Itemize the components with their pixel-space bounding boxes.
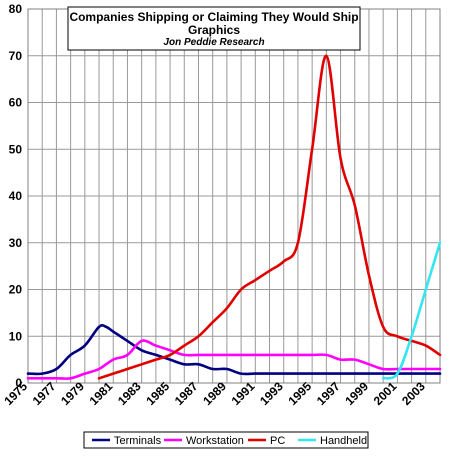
y-tick-label: 0	[15, 376, 22, 390]
y-tick-label: 10	[9, 329, 23, 343]
legend-label-terminals: Terminals	[114, 435, 162, 447]
series-line-pc	[97, 54, 442, 380]
chart-title-line-1: Companies Shipping or Claiming They Woul…	[69, 10, 358, 24]
y-tick-label: 70	[9, 49, 23, 63]
y-tick-label: 60	[9, 96, 23, 110]
legend-label-handheld: Handheld	[320, 435, 367, 447]
chart-subtitle: Jon Peddie Research	[163, 37, 264, 48]
series-layer	[26, 54, 442, 380]
y-tick-label: 20	[9, 283, 23, 297]
y-tick-label: 80	[9, 2, 23, 16]
series-line-terminals	[26, 324, 442, 376]
chart-title-line-2: Graphics	[188, 23, 240, 37]
legend: Terminals Workstation PC Handheld	[83, 431, 369, 449]
grid-layer	[27, 8, 441, 384]
legend-label-pc: PC	[270, 435, 285, 447]
series-line-handheld	[381, 241, 442, 380]
legend-label-workstation: Workstation	[186, 435, 244, 447]
y-tick-label: 40	[9, 189, 23, 203]
series-line-workstation	[26, 339, 442, 380]
x-tick-label: 1975	[1, 379, 30, 408]
y-tick-label: 50	[9, 142, 23, 156]
y-tick-label: 30	[9, 236, 23, 250]
legend-box	[83, 431, 369, 449]
chart-title-block: Companies Shipping or Claiming They Woul…	[67, 6, 361, 51]
chart-title-box	[67, 6, 361, 51]
